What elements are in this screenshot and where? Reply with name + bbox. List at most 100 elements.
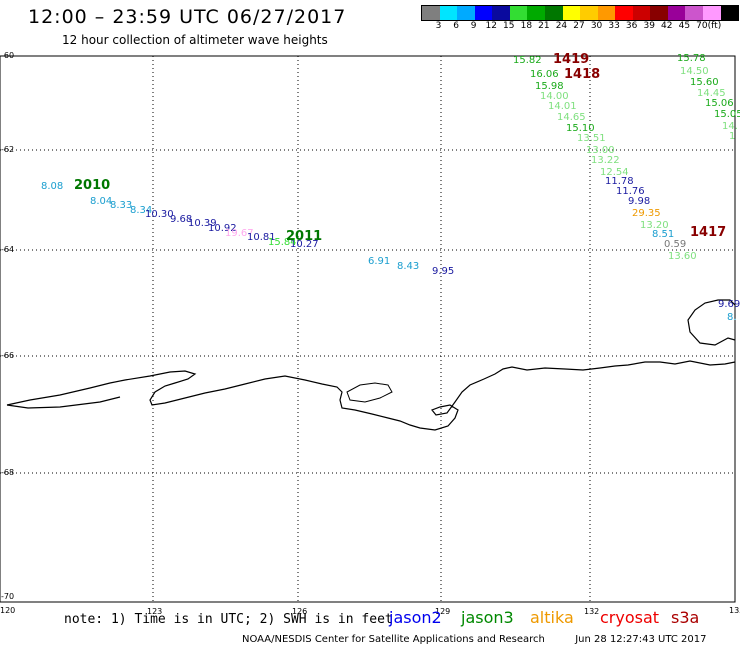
wave-height-label: 13.60	[668, 251, 697, 262]
legend-swatch	[650, 6, 668, 20]
legend-swatch	[597, 6, 616, 20]
wave-height-label: 11.78	[605, 176, 634, 187]
wave-height-label: 15.60	[690, 77, 719, 88]
wave-height-label: 16.06	[530, 69, 559, 80]
coastline-east	[687, 299, 736, 346]
wave-height-label: 8.	[727, 312, 737, 323]
wave-height-label: 10.27	[290, 239, 319, 250]
legend-label: 21	[538, 21, 550, 31]
track-id-label: 1417	[690, 225, 727, 240]
track-id-label: 1418	[564, 67, 601, 82]
legend-label: 18	[520, 21, 533, 31]
longitude-label: 120	[0, 606, 16, 615]
wave-height-label: 15.05	[714, 109, 740, 120]
legend-swatch	[685, 6, 703, 20]
wave-height-label: 12.54	[600, 167, 629, 178]
satellite-name: jason3	[461, 608, 514, 627]
wave-height-label: 15.06	[705, 98, 734, 109]
legend-swatch	[492, 6, 510, 20]
wave-height-label: 8.34	[130, 205, 153, 216]
wave-height-label: 0.59	[664, 239, 687, 250]
legend-swatch	[720, 6, 739, 20]
ice-shelf-outline	[346, 382, 393, 403]
wave-height-label: 8.04	[90, 196, 113, 207]
wave-height-label: 9.69	[718, 299, 740, 310]
wave-height-label: 13.20	[640, 220, 669, 231]
wave-height-label: 8.33	[110, 200, 133, 211]
wave-height-label: 14.00	[540, 91, 569, 102]
wave-height-label: 14.65	[557, 112, 586, 123]
satellite-name: cryosat	[600, 608, 660, 627]
latitude-label: -60	[1, 51, 15, 60]
wave-height-label: 29.35	[632, 208, 661, 219]
satellite-name: jason2	[389, 608, 442, 627]
coastline-west	[6, 396, 121, 409]
credit-text: NOAA/NESDIS Center for Satellite Applica…	[242, 634, 545, 645]
grid-lines	[0, 56, 735, 602]
wave-height-label: 8.08	[41, 181, 64, 192]
longitude-label: 126	[292, 607, 308, 616]
satellite-name: s3a	[671, 608, 700, 627]
longitude-label: 132	[584, 607, 600, 616]
wave-height-label: 13.22	[591, 155, 620, 166]
legend-label: 33	[608, 21, 620, 31]
legend-swatch	[562, 6, 581, 20]
latitude-label: -64	[1, 245, 15, 254]
wave-height-label: 6.91	[368, 256, 391, 267]
wave-height-label: 14.50	[680, 66, 709, 77]
wave-height-label: 8.43	[397, 261, 420, 272]
latitude-label: -68	[1, 468, 15, 477]
legend-swatch	[703, 6, 721, 20]
legend-swatch	[632, 6, 651, 20]
track-id-label: 2010	[74, 178, 111, 193]
note-text: note: 1) Time is in UTC; 2) SWH is in fe…	[64, 612, 393, 627]
wave-height-label: 10.92	[208, 223, 237, 234]
legend-label: 3	[435, 21, 442, 31]
legend-swatch	[527, 6, 545, 20]
legend-swatch	[667, 6, 686, 20]
map-subtitle: 12 hour collection of altimeter wave hei…	[62, 33, 328, 47]
legend-label: 42	[661, 21, 673, 31]
legend-swatch	[509, 6, 528, 20]
longitude-label: 123	[147, 607, 163, 616]
wave-height-label: 14.	[722, 121, 738, 132]
wave-height-label: 14.01	[548, 101, 577, 112]
legend-label: 12	[485, 21, 497, 31]
wave-height-label: 8.51	[652, 229, 675, 240]
satellite-name: altika	[530, 608, 574, 627]
wave-height-label: 9.95	[432, 266, 455, 277]
generated-timestamp: Jun 28 12:27:43 UTC 2017	[575, 634, 707, 645]
legend-label: 45	[678, 21, 691, 31]
wave-height-label: 15.10	[566, 123, 595, 134]
wave-height-label: 13.00	[586, 145, 615, 156]
latitude-label: -70	[1, 592, 15, 601]
legend-label: 36	[625, 21, 638, 31]
wave-height-label: 1	[729, 131, 736, 142]
legend-label: 27	[573, 21, 585, 31]
longitude-label: 135	[729, 606, 740, 615]
coastline	[6, 360, 736, 431]
wave-height-color-legend	[421, 5, 739, 21]
wave-height-label: 14.45	[697, 88, 726, 99]
wave-height-label: 15.78	[677, 53, 706, 64]
wave-height-label: 9.98	[628, 196, 651, 207]
track-id-label: 2011	[286, 229, 323, 244]
legend-swatch	[544, 6, 563, 20]
legend-swatch	[439, 6, 458, 20]
wave-height-label: 15.84	[268, 237, 297, 248]
legend-label: 6	[453, 21, 459, 31]
wave-height-label: 11.76	[616, 186, 645, 197]
legend-label: 70	[696, 21, 708, 31]
map-title: 12:00 – 23:59 UTC 06/27/2017	[28, 6, 347, 28]
legend-swatch	[615, 6, 633, 20]
wave-height-label: 15.82	[513, 55, 542, 66]
legend-label: 15	[503, 21, 515, 31]
legend-label: 9	[470, 21, 477, 31]
wave-height-label: 9.68	[170, 214, 193, 225]
legend-unit: (ft)	[707, 21, 722, 31]
wave-height-label: 15.98	[535, 81, 564, 92]
map-frame	[0, 55, 736, 603]
legend-swatch	[474, 6, 493, 20]
legend-swatch	[580, 6, 598, 20]
